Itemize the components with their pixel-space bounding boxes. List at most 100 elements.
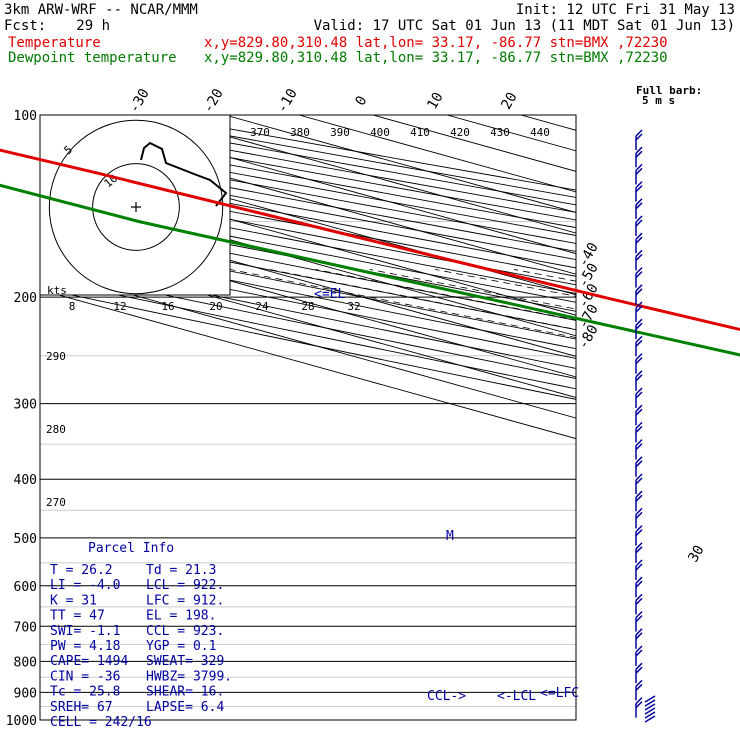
temperature-legend: Temperature — [8, 35, 101, 51]
isotherm-label: -20 — [200, 86, 227, 116]
pressure-tick-label: 100 — [14, 109, 37, 124]
parcel-info-right: SHEAR= 16. — [146, 685, 224, 700]
parcel-info-right: HWBZ= 3799. — [146, 669, 232, 684]
theta-label: 400 — [370, 126, 390, 139]
pressure-tick-label: 700 — [14, 620, 37, 635]
wind-barb — [644, 695, 656, 703]
speed-tick-label: 32 — [347, 300, 360, 313]
isotherm-line — [669, 115, 740, 720]
theta-label: 420 — [450, 126, 470, 139]
theta-label: 380 — [290, 126, 310, 139]
theta-side-label: 280 — [46, 423, 66, 436]
dry-adiabat-line — [151, 115, 576, 191]
theta-side-label: 270 — [46, 496, 66, 509]
temperature-location: x,y=829.80,310.48 lat,lon= 33.17, -86.77… — [204, 35, 668, 51]
dry-adiabat-line — [40, 278, 576, 390]
init-time: Init: 12 UTC Fri 31 May 13 — [516, 2, 735, 18]
isotherm-line — [40, 268, 576, 419]
isotherm-label: 30 — [685, 543, 707, 566]
barb-legend-units: 5 m s — [642, 94, 675, 107]
pressure-tick-label: 600 — [14, 580, 37, 595]
parcel-info-left: Tc = 25.8 — [50, 685, 120, 700]
isotherm-line — [150, 115, 576, 234]
parcel-info-right: LAPSE= 6.4 — [146, 700, 224, 715]
wind-barb — [644, 711, 656, 719]
theta-side-label: 290 — [46, 350, 66, 363]
parcel-info-left: T = 26.2 — [50, 563, 113, 578]
theta-label: 370 — [250, 126, 270, 139]
valid-time: Valid: 17 UTC Sat 01 Jun 13 (11 MDT Sat … — [314, 18, 735, 34]
isotherm-line — [595, 115, 740, 720]
sounding-traces — [0, 148, 740, 357]
dewpoint-legend: Dewpoint temperature — [8, 50, 177, 66]
wind-barb — [644, 715, 656, 723]
pressure-tick-label: 900 — [14, 686, 37, 701]
pressure-tick-label: 400 — [14, 473, 37, 488]
pressure-tick-label: 500 — [14, 532, 37, 547]
plot-frame — [39, 114, 577, 721]
parcel-info-left: K = 31 — [50, 593, 97, 608]
hodograph-ring — [48, 119, 224, 295]
dewpoint-trace — [0, 183, 740, 357]
isotherm-line — [520, 115, 576, 131]
hodograph-units: kts — [47, 284, 67, 297]
parcel-info-right: CCL = 923. — [146, 624, 224, 639]
dry-adiabat-line — [40, 268, 576, 379]
theta-label: 410 — [410, 126, 430, 139]
pressure-tick-label: 300 — [14, 398, 37, 413]
parcel-info-right: YGP = 0.1 — [146, 639, 216, 654]
speed-tick-label: 20 — [209, 300, 222, 313]
el-marker: <=EL — [314, 287, 345, 302]
m-marker: M — [446, 529, 454, 544]
moist-adiabat-line — [708, 269, 740, 720]
isotherm-line — [298, 115, 576, 193]
parcel-info-left: TT = 47 — [50, 609, 105, 624]
model-title: 3km ARW-WRF -- NCAR/MMM — [4, 2, 198, 18]
parcel-info-left: PW = 4.18 — [50, 639, 120, 654]
speed-tick-label: 16 — [161, 300, 174, 313]
moist-adiabat-line — [315, 269, 576, 321]
isotherm-line — [40, 145, 576, 296]
speed-tick-label: 12 — [113, 300, 126, 313]
moist-adiabat-line — [607, 269, 740, 720]
isotherm-label: 20 — [498, 90, 520, 113]
fcst-label: Fcst: — [4, 18, 46, 34]
parcel-info-right: LFC = 912. — [146, 593, 224, 608]
isotherm-line — [76, 115, 576, 255]
ccl-marker: CCL-> — [427, 689, 466, 704]
hodograph-ring — [92, 163, 180, 251]
dry-adiabat-line — [40, 250, 576, 359]
hodograph-trace — [140, 141, 228, 207]
pressure-tick-label: 800 — [14, 655, 37, 670]
parcel-info-left: CAPE= 1494 — [50, 654, 128, 669]
isotherm-line — [40, 289, 576, 440]
wind-barb — [644, 703, 656, 711]
isotherm-line — [446, 115, 576, 152]
hodograph-box — [39, 114, 231, 296]
parcel-info-right: EL = 198. — [146, 609, 216, 624]
moist-adiabat-line — [513, 269, 576, 282]
parcel-info-right: LCL = 922. — [146, 578, 224, 593]
wind-barb — [644, 707, 656, 715]
wind-barbs — [635, 129, 656, 723]
parcel-info-left: CELL = 242/16 — [50, 715, 152, 730]
pressure-tick-label: 200 — [14, 291, 37, 306]
isotherm-line — [224, 115, 576, 213]
isotherm-label: -10 — [274, 86, 301, 116]
parcel-info-left: SWI= -1.1 — [50, 624, 120, 639]
speed-tick-label: 8 — [69, 300, 76, 313]
dry-adiabat-line — [40, 287, 576, 400]
moist-adiabat-line — [369, 269, 576, 310]
axis-labels: 100200300400500600700800900100023581220-… — [6, 86, 708, 729]
speed-tick-label: 28 — [301, 300, 314, 313]
parcel-info-title: Parcel Info — [88, 541, 174, 556]
fcst-value: 29 h — [76, 18, 110, 34]
barb-legend-title: Full barb: — [636, 84, 702, 97]
wind-barb — [644, 699, 656, 707]
parcel-info-right: SWEAT= 329 — [146, 654, 224, 669]
parcel-info-left: SREH= 67 — [50, 700, 113, 715]
theta-label: 390 — [330, 126, 350, 139]
background-lines — [39, 114, 740, 721]
parcel-info-right: Td = 21.3 — [146, 563, 216, 578]
dry-adiabat-line — [40, 259, 576, 369]
